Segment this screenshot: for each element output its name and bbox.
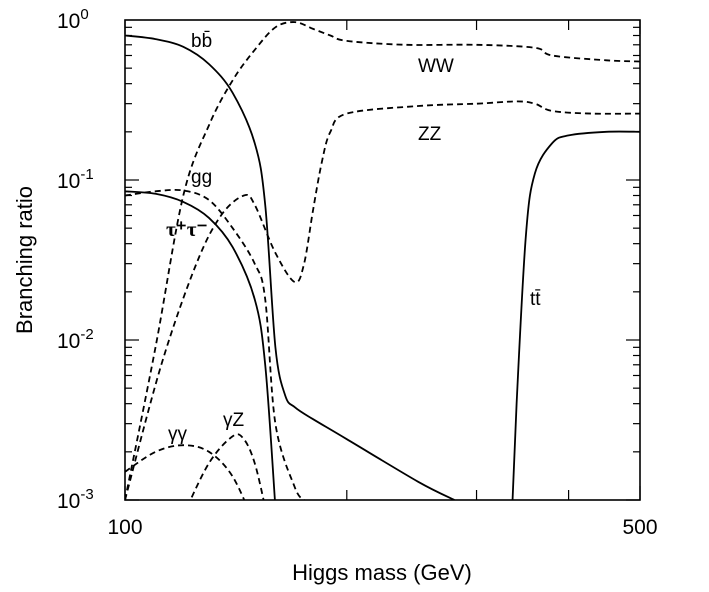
plot-frame bbox=[124, 19, 641, 501]
series-line-τ⁺τ⁻ bbox=[125, 190, 276, 500]
x-tick-labels: 100 500 bbox=[107, 516, 657, 539]
series-label: τ⁺τ⁻ bbox=[166, 217, 208, 241]
series-label: gg bbox=[191, 167, 212, 188]
series-label: bb̄ bbox=[191, 31, 212, 52]
series-label: γZ bbox=[223, 410, 245, 431]
series-line-γγ bbox=[125, 444, 246, 500]
series-line-gg bbox=[125, 188, 305, 500]
x-axis-title: Higgs mass (GeV) bbox=[292, 560, 472, 585]
series-line-WW bbox=[125, 21, 640, 500]
series-line-tt̄ bbox=[511, 130, 640, 500]
series-label: γγ bbox=[168, 424, 188, 445]
y-tick-label: 10-1 bbox=[57, 166, 94, 193]
series-line-γZ bbox=[189, 433, 265, 500]
series-label: WW bbox=[418, 56, 454, 77]
series-label: ZZ bbox=[418, 124, 442, 145]
axis-ticks bbox=[124, 20, 641, 501]
y-axis-title: Branching ratio bbox=[12, 186, 37, 334]
y-tick-label: 10-3 bbox=[57, 486, 94, 513]
y-tick-label: 10-2 bbox=[57, 326, 94, 353]
series-line-bb̄ bbox=[125, 34, 455, 500]
series-curves bbox=[125, 21, 640, 500]
y-tick-labels: 100 10-1 10-2 10-3 bbox=[57, 6, 94, 513]
series-labels: bb̄ WW ZZ gg τ⁺τ⁻ γγ γZ tt̄ bbox=[166, 31, 541, 445]
series-label: tt̄ bbox=[530, 289, 541, 310]
y-tick-label: 100 bbox=[57, 6, 89, 33]
x-tick-label: 500 bbox=[622, 516, 657, 539]
series-line-ZZ bbox=[125, 100, 640, 500]
x-tick-label: 100 bbox=[107, 516, 142, 539]
